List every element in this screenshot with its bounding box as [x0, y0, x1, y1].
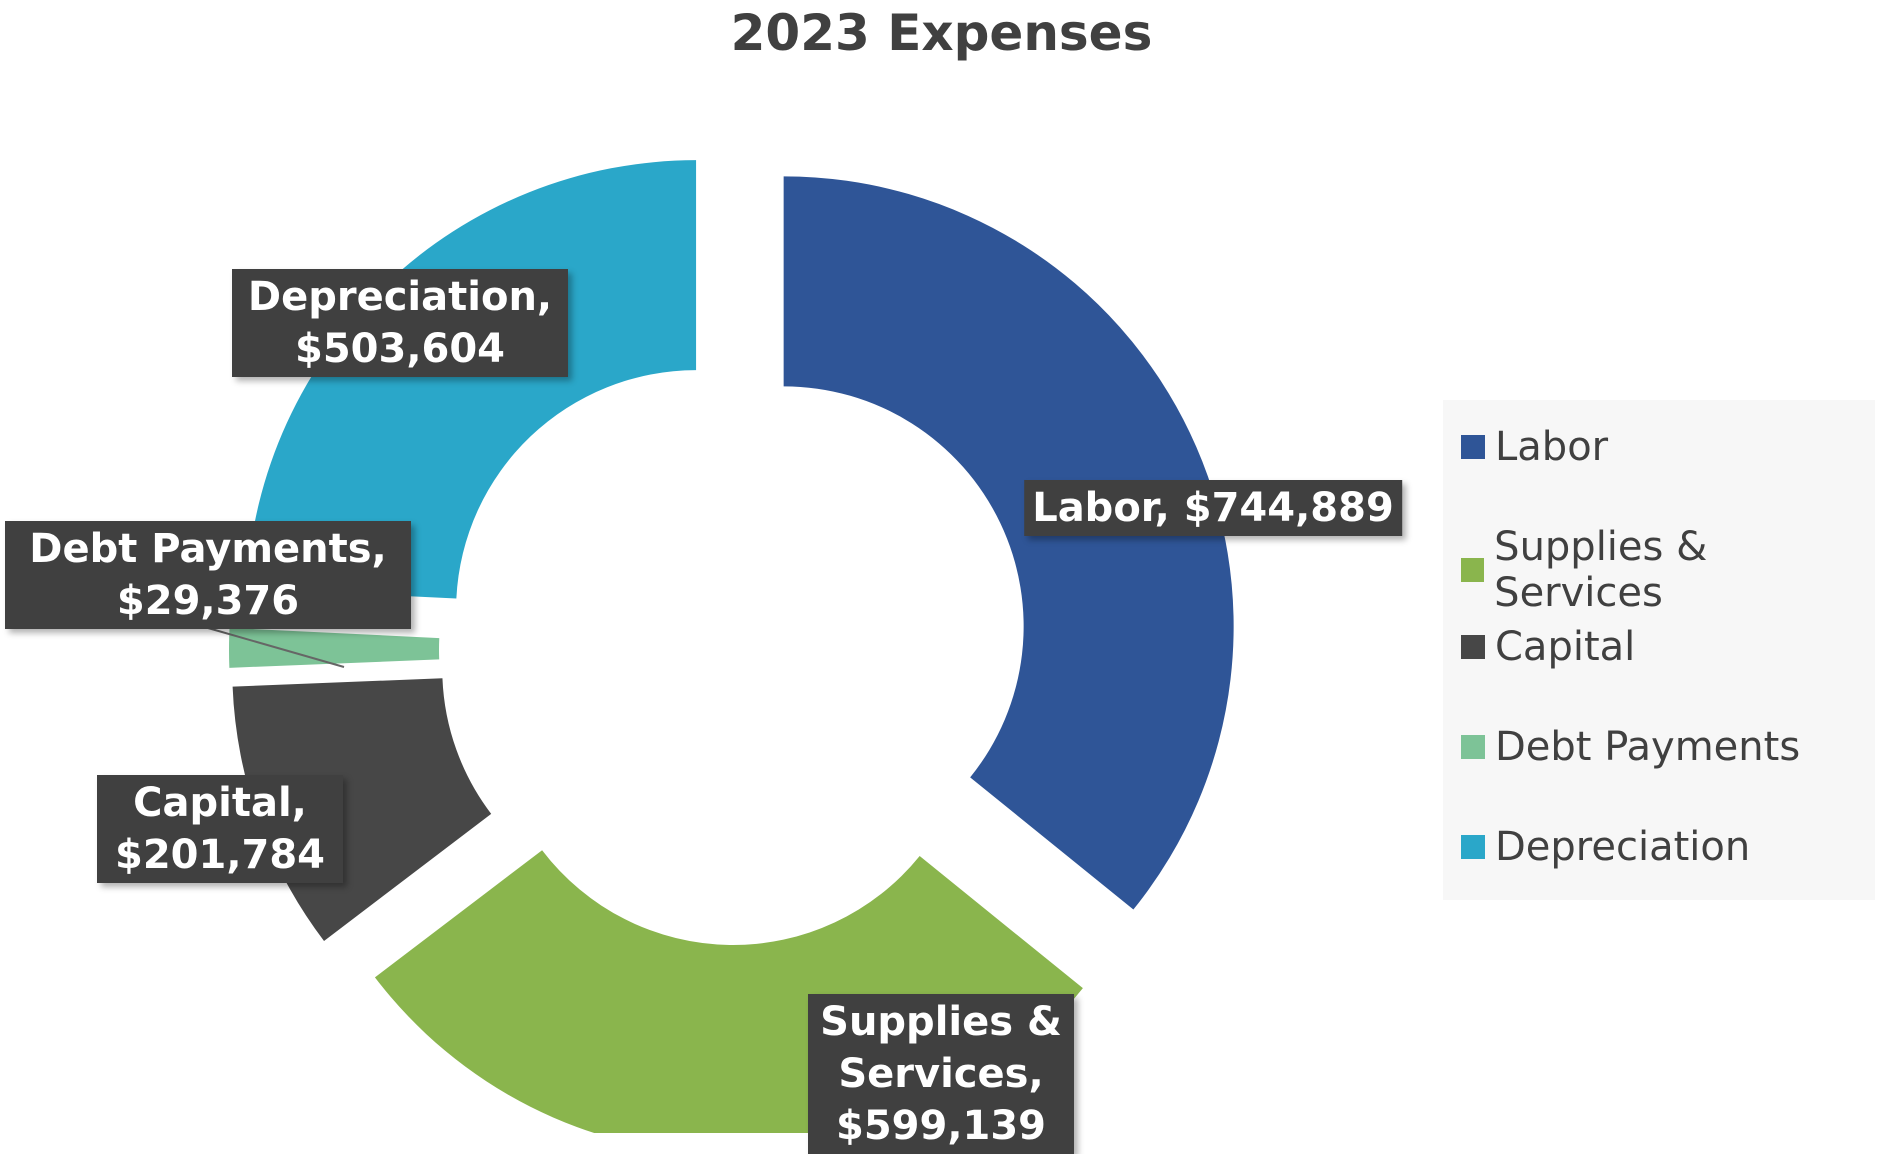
legend-label: Labor [1495, 424, 1609, 470]
legend-swatch [1461, 835, 1485, 859]
data-label: Labor, $744,889 [1024, 480, 1402, 536]
legend-swatch [1461, 435, 1485, 459]
legend-item: Debt Payments [1461, 724, 1800, 770]
legend-item: Supplies & Services [1461, 524, 1875, 616]
legend-swatch [1461, 635, 1485, 659]
legend-label: Supplies & Services [1494, 524, 1708, 616]
data-label: Depreciation, $503,604 [232, 269, 568, 377]
slice [783, 176, 1234, 910]
chart-title: 2023 Expenses [730, 4, 1153, 62]
legend-label: Capital [1495, 624, 1636, 670]
legend-label: Depreciation [1495, 824, 1751, 870]
legend-swatch [1461, 558, 1485, 582]
leader-line [207, 627, 345, 668]
data-label: Supplies & Services, $599,139 [808, 994, 1074, 1154]
legend-swatch [1461, 735, 1485, 759]
legend-label: Debt Payments [1495, 724, 1801, 770]
slice [246, 160, 697, 599]
data-label: Capital, $201,784 [97, 775, 343, 883]
slice [229, 627, 440, 668]
legend: Labor Supplies & Services Capital Debt Paym… [1443, 400, 1875, 900]
data-label: Debt Payments, $29,376 [5, 521, 411, 629]
legend-item: Depreciation [1461, 824, 1750, 870]
legend-item: Labor [1461, 424, 1608, 470]
legend-item: Capital [1461, 624, 1635, 670]
